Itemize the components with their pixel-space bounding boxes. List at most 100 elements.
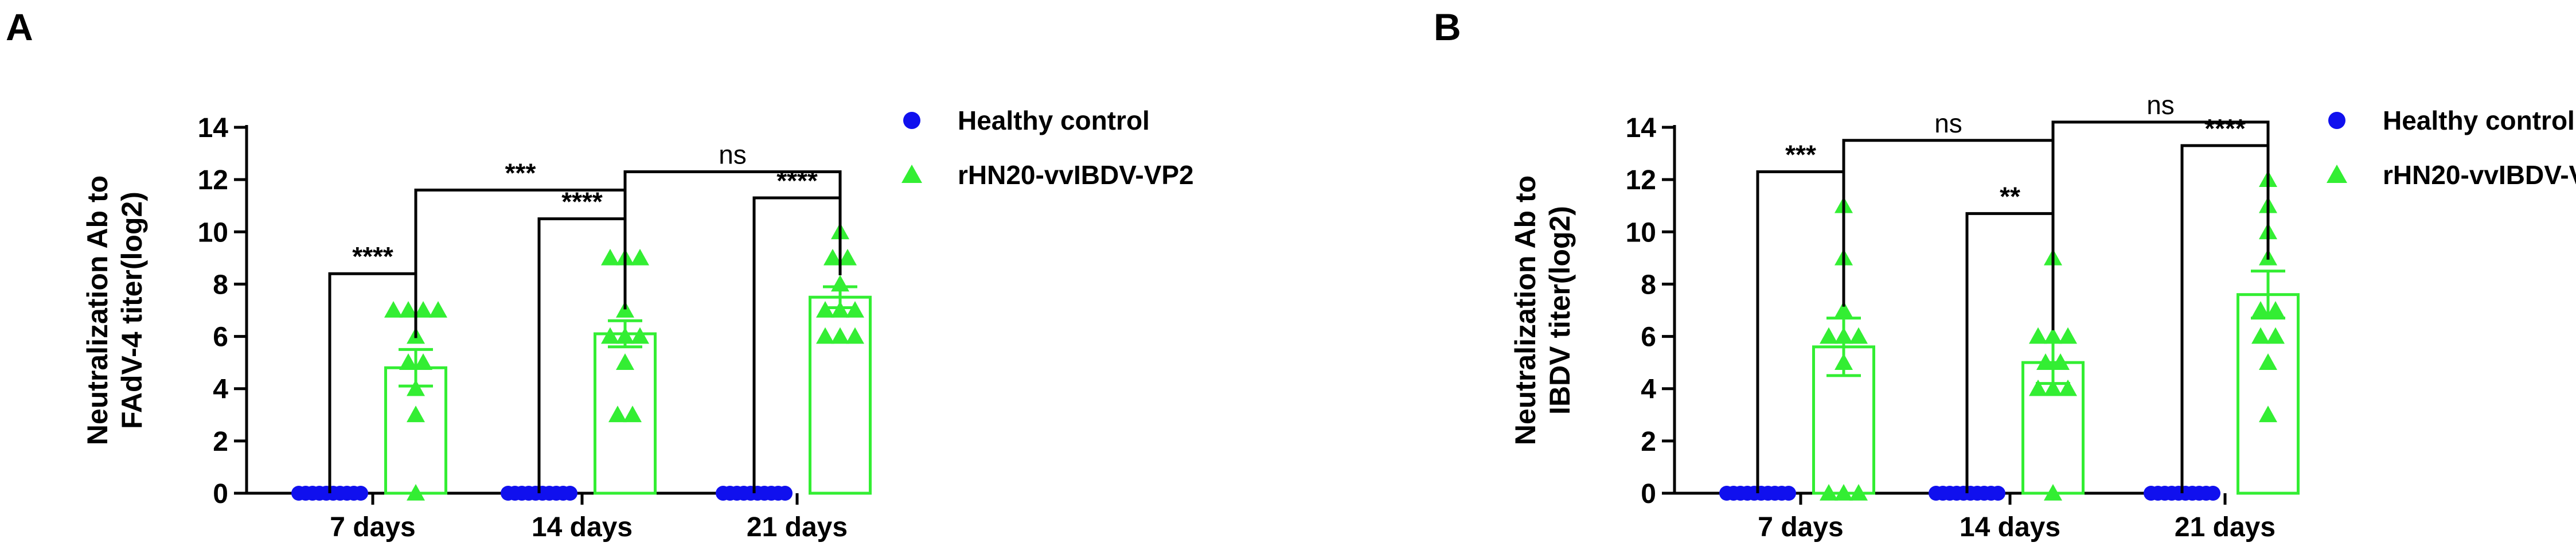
data-point xyxy=(1781,486,1796,501)
y-tick-label: 14 xyxy=(198,113,229,143)
data-point xyxy=(846,327,864,344)
significance-label: **** xyxy=(561,187,603,217)
y-axis-label-line-1: Neutralization Ab to xyxy=(81,175,114,445)
y-tick-label: 0 xyxy=(213,479,228,509)
significance-bracket xyxy=(2051,120,2270,330)
data-point xyxy=(1849,484,1868,501)
data-point xyxy=(407,379,425,396)
legend-label: rHN20-vvIBDV-VP2 xyxy=(2383,160,2576,190)
data-point xyxy=(2029,327,2047,344)
bar xyxy=(809,295,872,495)
data-point xyxy=(2029,379,2047,396)
data-point xyxy=(631,248,649,266)
significance-bracket xyxy=(1965,212,2055,493)
y-axis-label-line-2: IBDV titer(log2) xyxy=(1544,206,1576,415)
bar xyxy=(2237,293,2300,495)
legend-marker xyxy=(901,165,922,183)
significance-label: **** xyxy=(2204,114,2246,143)
data-point xyxy=(399,301,417,318)
data-point xyxy=(2044,484,2062,501)
data-point xyxy=(2059,379,2077,396)
y-axis-label-line-2: FAdV-4 titer(log2) xyxy=(116,192,148,429)
data-point xyxy=(2259,353,2277,370)
data-point xyxy=(399,353,417,370)
data-point xyxy=(1835,484,1853,501)
legend-marker xyxy=(2328,112,2345,129)
legend-label: rHN20-vvIBDV-VP2 xyxy=(958,160,1194,190)
data-point xyxy=(1820,484,1838,501)
y-tick-label: 10 xyxy=(198,217,228,248)
y-tick-label: 14 xyxy=(1626,113,1657,143)
data-point xyxy=(563,486,577,501)
y-axis-label-line-1: Neutralization Ab to xyxy=(1509,175,1541,445)
data-point xyxy=(2251,301,2270,318)
y-tick-label: 10 xyxy=(1626,217,1656,248)
significance-label: **** xyxy=(352,241,393,271)
data-point xyxy=(429,301,447,318)
data-point xyxy=(2206,486,2220,501)
data-point xyxy=(384,301,403,318)
data-point xyxy=(831,327,849,344)
data-point xyxy=(353,486,368,501)
data-point xyxy=(831,275,849,292)
data-point xyxy=(2044,327,2062,344)
data-point xyxy=(2266,327,2285,344)
legend-marker xyxy=(903,112,920,129)
data-point xyxy=(616,327,634,344)
significance-label: ns xyxy=(719,139,747,169)
x-tick-label: 14 days xyxy=(532,512,633,543)
y-tick-label: 2 xyxy=(213,427,228,457)
legend-marker xyxy=(2327,165,2347,183)
data-point xyxy=(1835,301,1853,318)
significance-bracket xyxy=(623,170,842,310)
legend-label: Healthy control xyxy=(2383,106,2575,135)
y-tick-label: 12 xyxy=(1626,165,1656,196)
significance-label: ns xyxy=(1934,108,1962,138)
significance-bracket xyxy=(328,272,417,493)
data-point xyxy=(601,327,619,344)
data-point xyxy=(1835,327,1853,344)
significance-bracket xyxy=(752,196,842,493)
data-point xyxy=(1849,327,1868,344)
legend-label: Healthy control xyxy=(958,106,1150,135)
x-tick-label: 14 days xyxy=(1960,512,2060,543)
legend: Healthy control rHN20-vvIBDV-VP2 xyxy=(901,106,1194,190)
data-point xyxy=(407,484,425,501)
data-point xyxy=(631,327,649,344)
significance-bracket xyxy=(1842,139,2055,330)
data-point xyxy=(601,248,619,266)
y-axis-label: Neutralization Ab toFAdV-4 titer(log2) xyxy=(81,175,148,445)
data-point xyxy=(838,248,857,266)
x-tick-label: 21 days xyxy=(747,512,848,543)
data-point xyxy=(2266,301,2285,318)
y-axis-label: Neutralization Ab toIBDV titer(log2) xyxy=(1509,175,1576,445)
data-point xyxy=(2051,353,2070,370)
y-tick-label: 12 xyxy=(198,165,228,196)
data-point xyxy=(1820,327,1838,344)
x-tick-label: 21 days xyxy=(2175,512,2276,543)
chart-panel-b: B Neutralization Ab toIBDV titer(log2) 0 2 4… xyxy=(1434,6,2576,543)
data-point xyxy=(816,301,834,318)
data-point xyxy=(407,405,425,423)
chart-panel-a: A Neutralization Ab toFAdV-4 titer(log2) 0… xyxy=(6,6,1194,543)
data-point xyxy=(778,486,793,501)
x-tick-label: 7 days xyxy=(330,512,415,543)
y-tick-label: 0 xyxy=(1641,479,1656,509)
data-point xyxy=(846,301,864,318)
data-point xyxy=(1990,486,2005,501)
data-point xyxy=(623,405,642,423)
data-point xyxy=(2044,379,2062,396)
data-point xyxy=(831,301,849,318)
y-tick-label: 4 xyxy=(213,375,228,405)
data-point xyxy=(2251,327,2270,344)
y-tick-label: 6 xyxy=(1641,322,1656,353)
significance-label: *** xyxy=(505,158,536,188)
y-tick-label: 4 xyxy=(1641,375,1656,405)
panel-label: B xyxy=(1434,6,1461,48)
significance-label: ** xyxy=(2000,181,2020,211)
y-tick-label: 8 xyxy=(213,270,228,300)
significance-label: ns xyxy=(2146,90,2175,120)
y-tick-label: 6 xyxy=(213,322,228,353)
significance-label: *** xyxy=(1785,139,1816,169)
